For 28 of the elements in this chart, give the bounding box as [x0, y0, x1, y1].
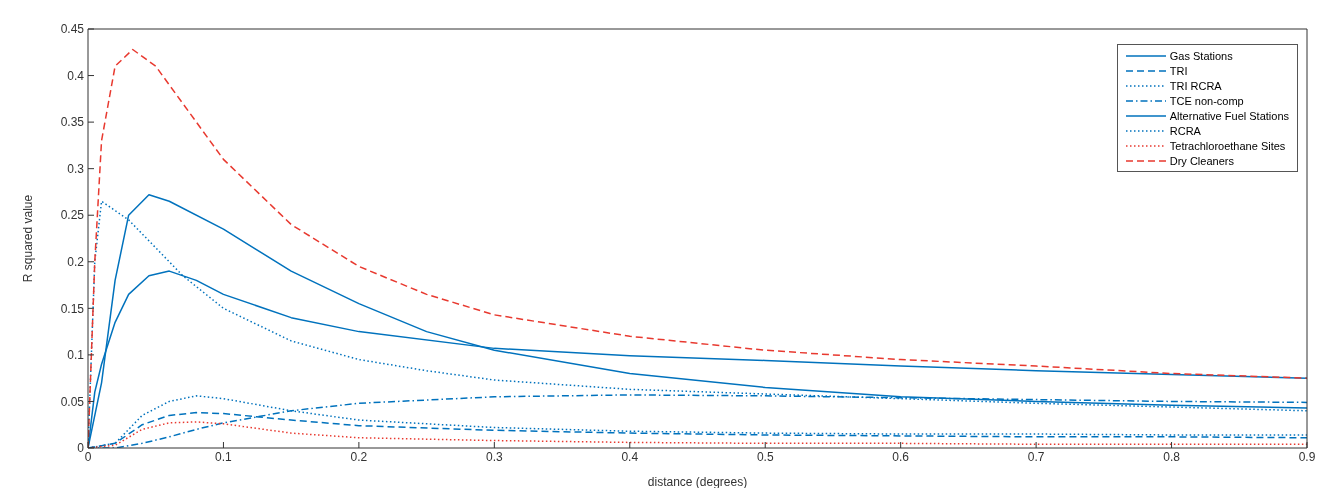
- y-tick-label: 0.3: [67, 161, 85, 176]
- y-tick-label: 0.35: [60, 115, 85, 130]
- y-tick-label: 0.45: [60, 22, 85, 37]
- x-tick-label: 0.1: [215, 449, 233, 464]
- legend-label: TRI RCRA: [1169, 79, 1222, 92]
- x-tick-label: 0.9: [1298, 449, 1316, 464]
- legend-label: Tetrachloroethane Sites: [1169, 139, 1286, 152]
- legend-label: RCRA: [1169, 124, 1201, 137]
- x-tick-label: 0.7: [1027, 449, 1045, 464]
- legend-label: TCE non-comp: [1169, 94, 1244, 107]
- y-tick-label: 0.1: [67, 348, 85, 363]
- x-tick-label: 0.3: [485, 449, 503, 464]
- y-tick-label: 0.25: [60, 208, 85, 223]
- x-tick-label: 0.6: [892, 449, 910, 464]
- y-tick-label: 0.05: [60, 394, 85, 409]
- legend-label: Gas Stations: [1169, 49, 1233, 62]
- legend-label: Alternative Fuel Stations: [1169, 109, 1289, 122]
- legend-label: Dry Cleaners: [1169, 154, 1234, 167]
- x-tick-label: 0.5: [756, 449, 774, 464]
- x-tick-label: 0.2: [350, 449, 368, 464]
- y-tick-label: 0.15: [60, 301, 85, 316]
- y-tick-label: 0.4: [67, 68, 85, 83]
- legend-label: TRI: [1169, 64, 1188, 77]
- x-tick-label: 0.4: [621, 449, 639, 464]
- y-axis-title: R squared value: [21, 194, 36, 283]
- y-tick-label: 0.2: [67, 255, 85, 270]
- x-axis-title: distance (degrees): [647, 475, 748, 489]
- x-tick-label: 0.8: [1163, 449, 1181, 464]
